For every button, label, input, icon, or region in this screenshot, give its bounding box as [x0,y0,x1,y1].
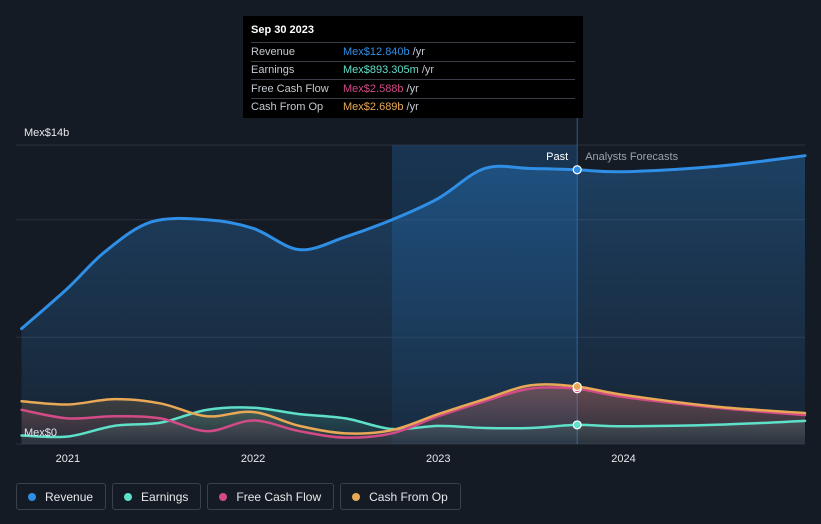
legend-item-free-cash-flow[interactable]: Free Cash Flow [207,483,335,510]
series-lines [20,154,807,439]
tooltip-date: Sep 30 2023 [251,24,314,36]
earnings-line [20,406,807,439]
y-axis-top-label: Mex$14b [24,127,69,139]
tooltip-label: Revenue [251,45,296,58]
tooltip-label: Free Cash Flow [251,82,329,95]
past-label: Past [546,151,568,163]
tooltip-label: Earnings [251,64,295,77]
revenue-line [20,154,807,331]
legend-dot-icon [352,492,361,501]
tooltip-row-cash-from-op: Cash From Op Mex$2.689b /yr [251,97,575,117]
legend-label: Free Cash Flow [236,489,322,504]
x-tick-label: 2022 [241,453,265,465]
earnings-marker [572,420,582,430]
legend-item-earnings[interactable]: Earnings [112,483,202,510]
tooltip-unit: /yr [412,45,425,58]
legend-label: Cash From Op [369,489,448,504]
tooltip-value: Mex$12.840b [343,45,410,58]
tooltip-label: Cash From Op [251,101,324,114]
tooltip-unit: /yr [421,64,435,77]
forecast-label: Analysts Forecasts [585,151,678,163]
tooltip-unit: /yr [406,82,419,95]
tooltip-markers [572,165,582,430]
tooltip-value: Mex$2.689b [343,101,404,114]
revenue-marker [572,165,582,175]
tooltip-value: Mex$893.305m [343,64,419,77]
legend-label: Earnings [141,489,189,504]
legend-item-revenue[interactable]: Revenue [16,483,107,510]
tooltip-row-revenue: Revenue Mex$12.840b /yr [251,42,575,61]
x-tick-label: 2023 [426,453,450,465]
revenue-area [21,155,806,444]
tooltip-row-earnings: Earnings Mex$893.305m /yr [251,60,575,80]
y-axis-bottom-label: Mex$0 [24,427,57,439]
legend-dot-icon [219,492,228,501]
axis-labels: Mex$14b Mex$0 2021 2022 2023 2024 Past Analysts… [24,127,679,465]
x-tick-label: 2021 [56,453,80,465]
legend: Revenue Earnings Free Cash Flow Cash Fro… [16,483,461,510]
free-cash-flow-line [20,386,807,439]
legend-dot-icon [28,492,36,501]
legend-dot-icon [124,492,133,501]
tooltip-value: Mex$2.588b [343,82,404,95]
tooltip-unit: /yr [406,101,419,114]
legend-item-cash-from-op[interactable]: Cash From Op [340,483,461,510]
x-tick-label: 2024 [611,453,635,465]
tooltip-row-free-cash-flow: Free Cash Flow Mex$2.588b /yr [251,79,575,98]
tooltip: Sep 30 2023 Revenue Mex$12.840b /yr Earn… [243,16,583,118]
cash-from-op-line [20,383,807,435]
legend-label: Revenue [45,489,94,504]
cash-from-op-marker [572,381,582,392]
